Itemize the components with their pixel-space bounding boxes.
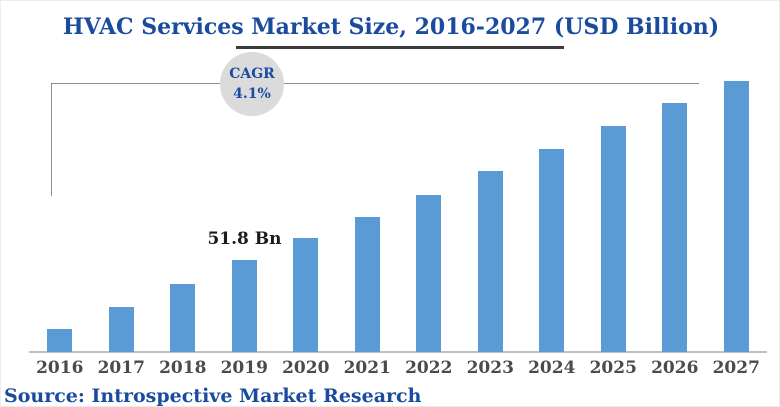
data-label-2019: 51.8 Bn xyxy=(207,229,282,249)
x-axis-label-2026: 2026 xyxy=(651,358,699,378)
x-axis-label-2021: 2021 xyxy=(343,358,391,378)
x-axis-line xyxy=(29,351,767,353)
bar-2019 xyxy=(231,260,257,352)
x-axis-label-2022: 2022 xyxy=(405,358,453,378)
cagr-callout-horizontal-line xyxy=(51,83,699,84)
bar-slot-2018 xyxy=(152,1,214,352)
bar-series xyxy=(29,1,767,352)
cagr-badge-value: 4.1% xyxy=(233,86,271,102)
bar-slot-2017 xyxy=(91,1,153,352)
bar-slot-2027 xyxy=(706,1,768,352)
bar-2020 xyxy=(293,238,319,352)
bar-2021 xyxy=(354,217,380,352)
bar-2022 xyxy=(416,195,442,352)
bar-slot-2020 xyxy=(275,1,337,352)
bar-2018 xyxy=(170,284,196,352)
x-axis-label-2020: 2020 xyxy=(282,358,330,378)
bar-2026 xyxy=(662,103,688,352)
bar-slot-2016 xyxy=(29,1,91,352)
x-axis-label-2017: 2017 xyxy=(97,358,145,378)
bar-2023 xyxy=(477,171,503,352)
x-axis-label-2027: 2027 xyxy=(712,358,760,378)
x-axis-label-2019: 2019 xyxy=(220,358,268,378)
cagr-callout-vertical-line xyxy=(51,83,52,196)
x-axis-label-2018: 2018 xyxy=(159,358,207,378)
x-axis-label-2024: 2024 xyxy=(528,358,576,378)
bar-2025 xyxy=(600,126,626,352)
cagr-badge-label: CAGR xyxy=(229,65,275,82)
source-note: Source: Introspective Market Research xyxy=(4,385,422,407)
bar-2016 xyxy=(47,329,73,352)
bar-2027 xyxy=(723,81,749,352)
bar-slot-2023 xyxy=(460,1,522,352)
title-underline xyxy=(236,46,564,49)
chart-title: HVAC Services Market Size, 2016-2027 (US… xyxy=(62,14,720,40)
bar-slot-2024 xyxy=(521,1,583,352)
bar-2017 xyxy=(108,307,134,352)
bar-2024 xyxy=(539,149,565,352)
x-axis-label-2025: 2025 xyxy=(589,358,637,378)
cagr-badge: CAGR 4.1% xyxy=(220,52,284,116)
bar-slot-2021 xyxy=(337,1,399,352)
bar-slot-2026 xyxy=(644,1,706,352)
bar-slot-2019 xyxy=(214,1,276,352)
x-axis-label-2016: 2016 xyxy=(36,358,84,378)
x-axis-labels: 2016 2017 2018 2019 2020 2021 2022 2023 2024 2025… xyxy=(29,358,767,378)
x-axis-label-2023: 2023 xyxy=(466,358,514,378)
bar-slot-2022 xyxy=(398,1,460,352)
bar-slot-2025 xyxy=(583,1,645,352)
